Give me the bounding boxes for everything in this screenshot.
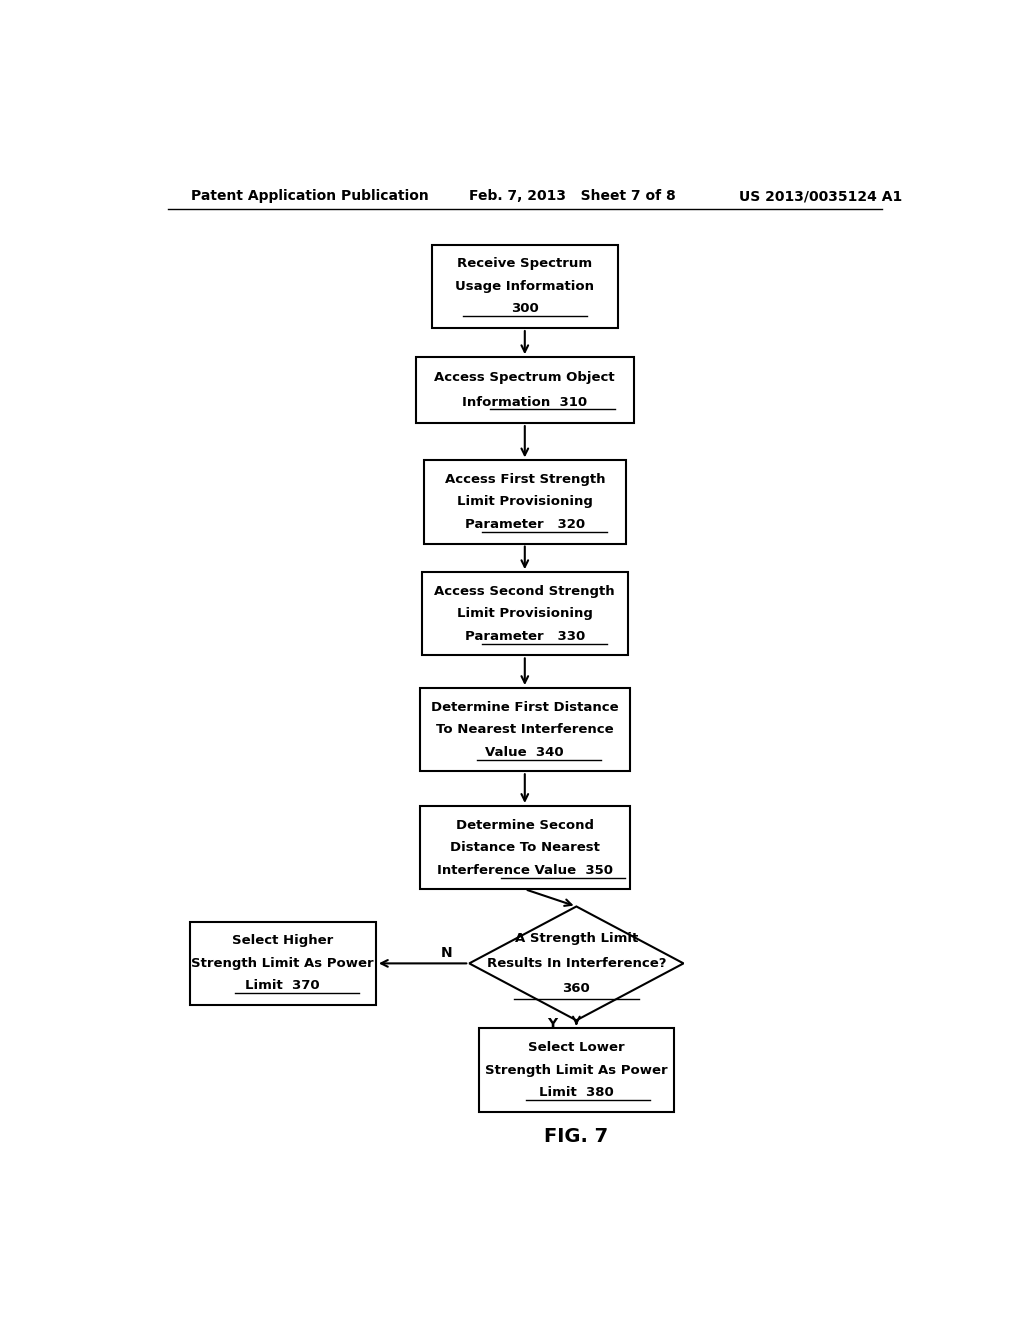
Text: To Nearest Interference: To Nearest Interference [436, 723, 613, 737]
Text: Receive Spectrum: Receive Spectrum [458, 257, 592, 271]
Text: Patent Application Publication: Patent Application Publication [191, 189, 429, 203]
Text: N: N [440, 946, 453, 960]
Text: Feb. 7, 2013   Sheet 7 of 8: Feb. 7, 2013 Sheet 7 of 8 [469, 189, 676, 203]
Text: Strength Limit As Power: Strength Limit As Power [191, 957, 374, 970]
Text: Limit Provisioning: Limit Provisioning [457, 607, 593, 620]
Text: A Strength Limit: A Strength Limit [515, 932, 638, 945]
Text: FIG. 7: FIG. 7 [545, 1127, 608, 1146]
Text: Limit  380: Limit 380 [539, 1086, 613, 1100]
Text: 300: 300 [511, 302, 539, 315]
Bar [422, 572, 628, 656]
Text: Access Second Strength: Access Second Strength [434, 585, 615, 598]
Text: Y: Y [548, 1018, 558, 1031]
Text: Parameter   320: Parameter 320 [465, 517, 585, 531]
Text: Distance To Nearest: Distance To Nearest [450, 841, 600, 854]
Text: US 2013/0035124 A1: US 2013/0035124 A1 [739, 189, 902, 203]
Text: Information  310: Information 310 [462, 396, 588, 409]
Bar [424, 461, 626, 544]
Text: Select Higher: Select Higher [232, 935, 334, 948]
Bar [420, 805, 630, 890]
Text: Strength Limit As Power: Strength Limit As Power [485, 1064, 668, 1077]
Bar [431, 244, 618, 329]
Text: Parameter   330: Parameter 330 [465, 630, 585, 643]
Bar [189, 921, 376, 1005]
Text: Results In Interference?: Results In Interference? [486, 957, 667, 970]
Bar [416, 358, 634, 424]
Text: Limit  370: Limit 370 [246, 979, 321, 993]
Bar [479, 1028, 674, 1111]
Text: Access First Strength: Access First Strength [444, 473, 605, 486]
Text: Select Lower: Select Lower [528, 1041, 625, 1055]
Text: Access Spectrum Object: Access Spectrum Object [434, 371, 615, 384]
Polygon shape [469, 907, 684, 1020]
Text: Limit Provisioning: Limit Provisioning [457, 495, 593, 508]
Text: 360: 360 [562, 982, 590, 995]
Text: Usage Information: Usage Information [456, 280, 594, 293]
Text: Interference Value  350: Interference Value 350 [437, 863, 612, 876]
Bar [420, 688, 630, 771]
Text: Determine First Distance: Determine First Distance [431, 701, 618, 714]
Text: Determine Second: Determine Second [456, 818, 594, 832]
Text: Value  340: Value 340 [485, 746, 564, 759]
